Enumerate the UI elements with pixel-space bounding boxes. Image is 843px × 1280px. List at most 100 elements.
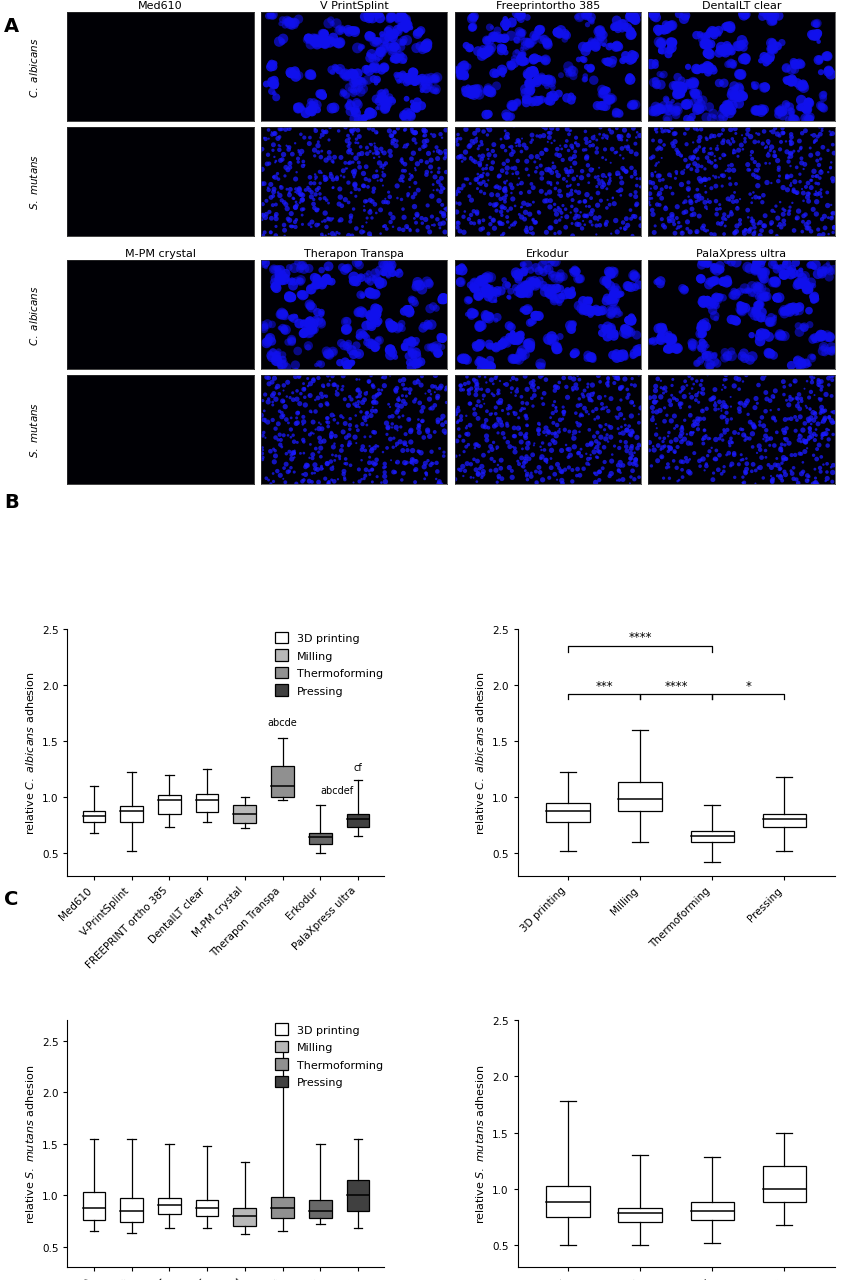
Point [583, 389, 596, 410]
Point [280, 387, 293, 407]
Point [262, 369, 276, 389]
Point [712, 74, 726, 95]
Point [192, 324, 206, 344]
Point [286, 64, 299, 84]
Point [146, 329, 159, 349]
Point [763, 314, 776, 334]
Point [733, 65, 747, 86]
Point [518, 51, 531, 72]
Point [186, 224, 200, 244]
Point [754, 251, 768, 271]
Point [797, 78, 810, 99]
Point [482, 442, 496, 462]
Point [769, 147, 782, 168]
Point [753, 294, 766, 315]
Point [481, 165, 494, 186]
Point [309, 31, 323, 51]
Point [775, 442, 788, 462]
Point [73, 105, 87, 125]
Point [72, 431, 86, 452]
Point [182, 110, 196, 131]
Point [535, 118, 549, 138]
Point [827, 403, 840, 424]
Point [364, 306, 378, 326]
Point [65, 169, 78, 189]
Point [228, 202, 242, 223]
Point [598, 36, 611, 56]
Point [177, 202, 191, 223]
Point [229, 269, 243, 289]
Point [784, 410, 797, 430]
Point [336, 206, 350, 227]
Point [592, 170, 605, 191]
Point [107, 165, 121, 186]
Point [630, 196, 643, 216]
Point [548, 224, 561, 244]
Point [745, 408, 759, 429]
Point [338, 435, 352, 456]
Point [172, 260, 185, 280]
Point [77, 376, 90, 397]
Point [523, 74, 536, 95]
Point [561, 58, 575, 78]
Point [657, 65, 670, 86]
Point [520, 283, 534, 303]
Point [518, 151, 532, 172]
Point [526, 210, 540, 230]
Point [288, 61, 302, 82]
Point [423, 401, 437, 421]
Point [648, 216, 662, 237]
Point [798, 433, 812, 453]
Point [674, 146, 688, 166]
Point [556, 462, 569, 483]
Point [368, 269, 381, 289]
Point [524, 196, 537, 216]
Point [810, 184, 824, 205]
Point [90, 123, 104, 143]
Point [623, 96, 636, 116]
Point [589, 424, 603, 444]
Point [163, 339, 176, 360]
Point [400, 218, 413, 238]
Point [76, 302, 89, 323]
Point [778, 410, 792, 430]
Point [476, 271, 490, 292]
Point [415, 402, 428, 422]
Point [678, 369, 691, 389]
Point [469, 152, 482, 173]
Point [588, 37, 601, 58]
Point [472, 335, 486, 356]
Point [94, 184, 108, 205]
Point [132, 147, 146, 168]
Point [558, 285, 572, 306]
Point [591, 302, 604, 323]
Point [629, 134, 642, 155]
Point [523, 79, 536, 100]
Point [454, 129, 467, 150]
Point [720, 397, 733, 417]
Point [695, 124, 708, 145]
Point [207, 154, 221, 174]
Point [180, 268, 194, 288]
Point [706, 470, 720, 490]
Point [203, 367, 217, 388]
Point [121, 5, 134, 26]
Point [632, 413, 646, 434]
Point [126, 27, 140, 47]
Point [779, 95, 792, 115]
Point [411, 273, 425, 293]
Point [772, 131, 786, 151]
Point [659, 200, 673, 220]
Point [546, 390, 560, 411]
Point [74, 466, 88, 486]
Point [536, 470, 550, 490]
Point [311, 136, 325, 156]
Point [718, 396, 732, 416]
Point [279, 269, 293, 289]
Point [258, 141, 271, 161]
Point [670, 340, 684, 361]
Point [236, 73, 250, 93]
Point [572, 296, 585, 316]
Point [168, 340, 181, 361]
Point [360, 407, 373, 428]
